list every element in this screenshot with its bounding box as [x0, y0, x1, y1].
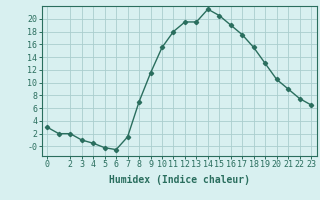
X-axis label: Humidex (Indice chaleur): Humidex (Indice chaleur): [109, 175, 250, 185]
